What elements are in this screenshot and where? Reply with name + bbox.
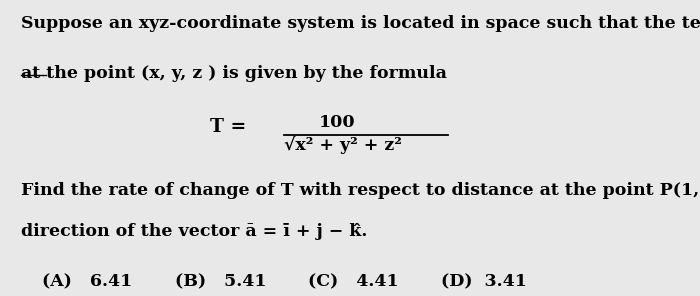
Text: (A)   6.41: (A) 6.41 [42, 274, 132, 291]
Text: Suppose an xyz-coordinate system is located in space such that the temperature T: Suppose an xyz-coordinate system is loca… [21, 15, 700, 32]
Text: direction of the vector ā = ī + j − k̂.: direction of the vector ā = ī + j − k̂. [21, 223, 368, 240]
Text: Find the rate of change of T with respect to distance at the point P(1, −2,  2) : Find the rate of change of T with respec… [21, 182, 700, 199]
Text: (C)   4.41: (C) 4.41 [308, 274, 398, 291]
Text: (D)  3.41: (D) 3.41 [441, 274, 527, 291]
Text: 100: 100 [318, 114, 355, 131]
Text: (B)   5.41: (B) 5.41 [175, 274, 267, 291]
Text: T =: T = [210, 118, 253, 136]
Text: at the point (x, y, z ) is given by the formula: at the point (x, y, z ) is given by the … [21, 65, 447, 82]
Text: √x² + y² + z²: √x² + y² + z² [284, 136, 401, 154]
